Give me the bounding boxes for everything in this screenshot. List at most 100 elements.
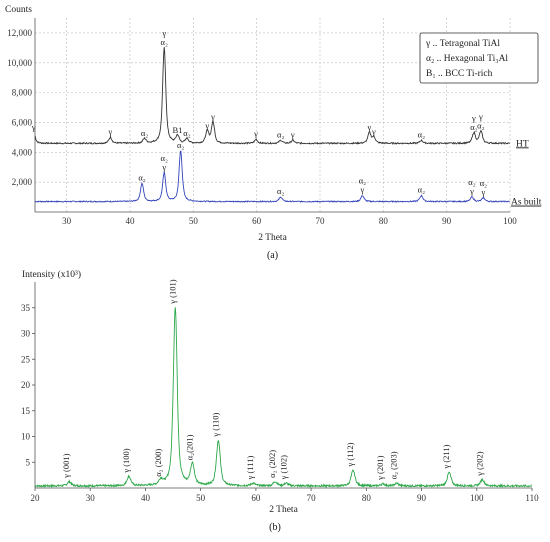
series-line-ht bbox=[34, 46, 511, 146]
series-line-as-built bbox=[35, 150, 510, 203]
peak-label: γ bbox=[107, 126, 112, 136]
peak-label: α₂ bbox=[480, 178, 487, 188]
panel-a-legend-box: γ .. Tetragonal TiAl α₂ .. Hexagonal Ti₃… bbox=[419, 32, 539, 84]
peak-label: α₂ bbox=[418, 185, 425, 195]
peak-label: γ bbox=[161, 28, 166, 38]
peak-label: γ bbox=[204, 120, 209, 130]
peak-label: α₂ bbox=[359, 176, 366, 186]
x-tick-label: 50 bbox=[196, 493, 206, 503]
peak-label: γ (001) bbox=[61, 453, 71, 478]
legend-entry-alpha2: α₂ .. Hexagonal Ti₃Al bbox=[426, 54, 508, 64]
x-tick-label: 30 bbox=[86, 493, 96, 503]
panel-a-y-axis-label: Counts bbox=[5, 5, 32, 15]
x-tick-label: 90 bbox=[442, 216, 452, 226]
peak-label: α₂ bbox=[160, 37, 167, 47]
peak-label: γ bbox=[161, 162, 166, 172]
panel-b-label: (b) bbox=[269, 522, 281, 533]
peak-label: γ (112) bbox=[345, 442, 355, 467]
peak-label: α₂ bbox=[277, 129, 284, 139]
x-tick-label: 100 bbox=[503, 216, 517, 226]
panel-a-series-labels: HT As built bbox=[511, 139, 542, 207]
panel-b-x-axis-label: 2 Theta bbox=[269, 505, 298, 515]
peak-label: γ (201) bbox=[375, 455, 385, 480]
peak-label: B1 bbox=[173, 125, 183, 135]
peak-label: α₂ bbox=[277, 186, 284, 196]
panel-b-chart: 20 30 40 50 60 70 80 90 100 110 5 10 15 20 25 30 35 γ (0… bbox=[21, 269, 539, 533]
panel-a-axes: 30 40 50 60 70 80 90 100 2,000 4,000 6,000 8,000 10,… bbox=[7, 18, 517, 226]
panel-a-x-axis-label: 2 Theta bbox=[258, 233, 287, 243]
peak-label: γ (110) bbox=[210, 412, 220, 437]
peak-label: α₂ bbox=[468, 177, 475, 187]
x-tick-label: 20 bbox=[31, 493, 41, 503]
legend-entry-b1: B₁ .. BCC Ti-rich bbox=[426, 69, 493, 79]
y-tick-label: 6,000 bbox=[12, 117, 33, 127]
legend-frame bbox=[419, 32, 539, 84]
peak-label: γ bbox=[481, 187, 486, 197]
peak-label: γ bbox=[367, 122, 372, 132]
y-tick-label: 30 bbox=[21, 329, 31, 339]
x-tick-label: 40 bbox=[141, 493, 151, 503]
peak-label: γ (102) bbox=[278, 455, 288, 480]
peak-label: γ (211) bbox=[441, 444, 451, 469]
y-tick-label: 2,000 bbox=[12, 177, 33, 187]
x-tick-label: 80 bbox=[362, 493, 372, 503]
y-tick-label: 5 bbox=[26, 457, 31, 467]
x-tick-label: 40 bbox=[126, 216, 136, 226]
x-tick-label: 110 bbox=[525, 493, 539, 503]
y-tick-label: 10 bbox=[21, 432, 31, 442]
peak-label: α₂ (203) bbox=[389, 451, 399, 479]
peak-label: α₂ bbox=[470, 122, 477, 132]
x-tick-label: 90 bbox=[417, 493, 427, 503]
y-tick-label: 15 bbox=[21, 406, 31, 416]
y-tick-label: 25 bbox=[21, 354, 31, 364]
peak-label: γ bbox=[253, 129, 258, 139]
y-tick-label: 12,000 bbox=[7, 28, 32, 38]
peak-label: γ bbox=[210, 111, 215, 121]
peak-label: γ (101) bbox=[167, 279, 177, 304]
peak-label: α₂(201) bbox=[184, 434, 194, 460]
panel-b-axes: 20 30 40 50 60 70 80 90 100 110 5 10 15 20 25 30 35 bbox=[21, 282, 539, 503]
peak-label: α₂ bbox=[177, 140, 184, 150]
x-tick-label: 60 bbox=[252, 216, 262, 226]
panel-a-series bbox=[34, 46, 511, 203]
peak-label: α₂ bbox=[138, 173, 145, 183]
panel-a-grid bbox=[35, 18, 511, 212]
legend-entry-gamma: γ .. Tetragonal TiAl bbox=[425, 39, 500, 49]
series-label-ht: HT bbox=[516, 139, 529, 149]
peak-label: α₂ bbox=[418, 129, 425, 139]
series-line-intensity bbox=[34, 307, 532, 489]
peak-label: γ bbox=[471, 113, 476, 123]
peak-label: α₂ bbox=[160, 153, 167, 163]
x-tick-label: 60 bbox=[251, 493, 261, 503]
y-tick-label: 4,000 bbox=[12, 147, 33, 157]
peak-label: γ bbox=[469, 186, 474, 196]
peak-label: γ bbox=[478, 111, 483, 121]
panel-b-peak-labels: γ (001) γ (100) α₂ (200) γ (101) α₂(201) γ (1… bbox=[61, 279, 484, 481]
y-tick-label: 10,000 bbox=[7, 58, 32, 68]
peak-label: γ bbox=[360, 185, 365, 195]
peak-label: γ bbox=[371, 126, 376, 136]
y-tick-label: 35 bbox=[21, 303, 31, 313]
peak-label: γ bbox=[31, 122, 36, 132]
x-tick-label: 50 bbox=[189, 216, 199, 226]
y-tick-label: 8,000 bbox=[12, 88, 33, 98]
y-tick-label: 20 bbox=[21, 380, 31, 390]
peak-label: α₂ (200) bbox=[153, 449, 163, 477]
peak-label: α₂ bbox=[477, 120, 484, 130]
panel-b-series bbox=[34, 307, 532, 489]
x-tick-label: 70 bbox=[316, 216, 326, 226]
peak-label: α₂ (202) bbox=[267, 450, 277, 478]
peak-label: α₂ bbox=[141, 128, 148, 138]
x-tick-label: 30 bbox=[62, 216, 72, 226]
x-tick-label: 80 bbox=[379, 216, 389, 226]
peak-label: γ (100) bbox=[121, 448, 131, 473]
panel-a-label: (a) bbox=[267, 250, 278, 261]
peak-label: γ bbox=[290, 129, 295, 139]
panel-a-chart: 30 40 50 60 70 80 90 100 2,000 4,000 6,000 8,000 10,… bbox=[5, 5, 542, 261]
peak-label: γ (111) bbox=[245, 456, 255, 481]
panel-b-y-axis-label: Intensity (x10³) bbox=[22, 269, 81, 280]
series-label-as-built: As built bbox=[511, 198, 542, 208]
peak-label: α₂ bbox=[183, 128, 190, 138]
